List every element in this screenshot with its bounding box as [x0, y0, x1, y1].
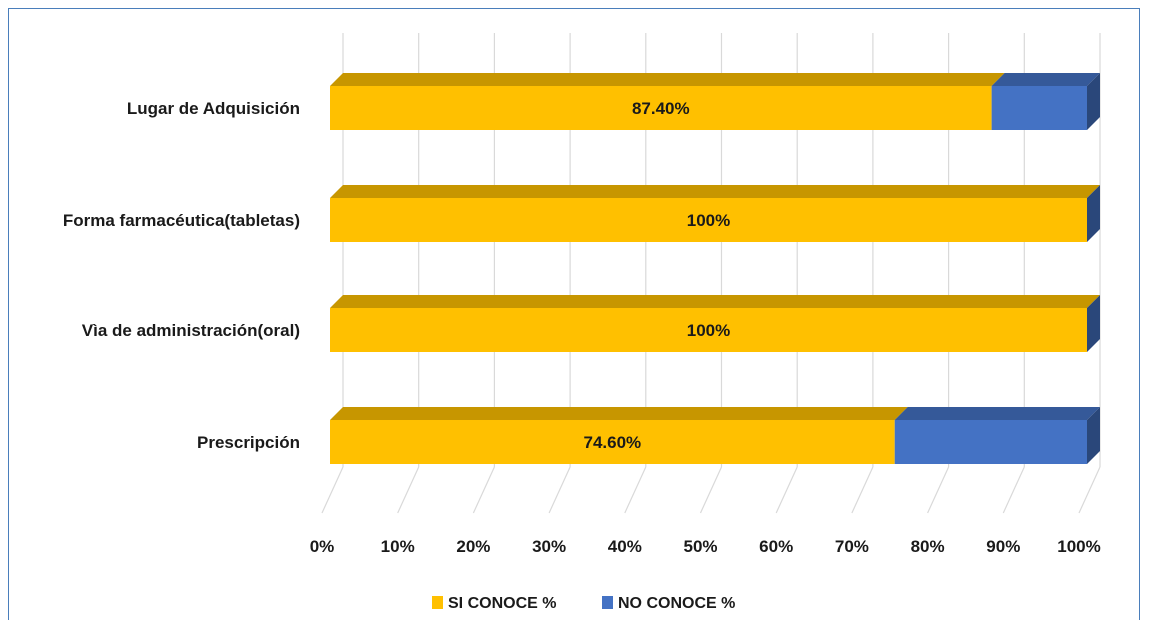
bar-top-face — [330, 407, 908, 420]
floor-line — [472, 466, 495, 514]
bar-top-face — [991, 73, 1100, 86]
x-tick-label: 70% — [835, 537, 869, 556]
bar-front-face — [330, 198, 1087, 242]
category-label: Prescripción — [197, 433, 300, 452]
data-label: 87.40% — [632, 99, 690, 118]
x-tick-label: 100% — [1057, 537, 1100, 556]
floor-line — [1002, 466, 1025, 514]
bar-no-conoce-lugar-de-adquisicion — [991, 73, 1100, 130]
legend-item-si-conoce: SI CONOCE % — [432, 595, 556, 612]
bar-side-face — [1087, 407, 1100, 464]
x-tick-label: 20% — [456, 537, 490, 556]
x-tick-label: 30% — [532, 537, 566, 556]
legend-item-no-conoce: NO CONOCE % — [602, 595, 735, 612]
bar-si-conoce-lugar-de-adquisicion — [330, 73, 1005, 130]
floor-line — [927, 466, 950, 514]
x-tick-label: 60% — [759, 537, 793, 556]
bar-front-face — [330, 86, 992, 130]
category-label: Forma farmacéutica(tabletas) — [63, 211, 300, 230]
bar-side-face — [1087, 73, 1100, 130]
labels: 0% 10% 20% 30% 40% 50% 60% 70% 80% 90% 100% 87.40% L… — [63, 99, 1101, 556]
x-tick-label: 40% — [608, 537, 642, 556]
bar-front-face — [894, 420, 1087, 464]
floor-line — [397, 466, 420, 514]
floor-line — [624, 466, 647, 514]
legend-swatch — [602, 596, 613, 609]
data-label: 100% — [687, 211, 730, 230]
legend-label: SI CONOCE % — [448, 595, 556, 612]
bar-top-face — [330, 185, 1100, 198]
bar-no-conoce-prescripcion — [894, 407, 1100, 464]
data-label: 74.60% — [584, 433, 642, 452]
legend-label: NO CONOCE % — [618, 595, 735, 612]
bar-front-face — [991, 86, 1087, 130]
floor-line — [775, 466, 798, 514]
floor-line — [548, 466, 571, 514]
bar-front-face — [330, 308, 1087, 352]
floor-line — [321, 466, 344, 514]
legend: SI CONOCE % NO CONOCE % — [432, 595, 735, 612]
bar-top-face — [330, 295, 1100, 308]
category-label: Lugar de Adquisición — [127, 99, 300, 118]
x-tick-label: 10% — [381, 537, 415, 556]
chart-frame — [8, 8, 1140, 620]
data-label: 100% — [687, 321, 730, 340]
bar-si-conoce-via-de-administracion-oral — [330, 295, 1100, 352]
category-label: Vìa de administración(oral) — [82, 321, 300, 340]
bars — [330, 73, 1100, 464]
bar-si-conoce-forma-farmaceutica-tabletas — [330, 185, 1100, 242]
bar-side-face — [1087, 185, 1100, 242]
legend-swatch — [432, 596, 443, 609]
x-tick-label: 0% — [310, 537, 335, 556]
bar-front-face — [330, 420, 895, 464]
floor-line — [1078, 466, 1101, 514]
bar-top-face — [330, 73, 1005, 86]
bar-top-face — [894, 407, 1100, 420]
x-tick-label: 90% — [986, 537, 1020, 556]
bar-si-conoce-prescripcion — [330, 407, 908, 464]
bar-side-face — [1087, 295, 1100, 352]
x-tick-label: 80% — [911, 537, 945, 556]
x-tick-label: 50% — [683, 537, 717, 556]
floor-line — [851, 466, 874, 514]
floor-line — [699, 466, 723, 514]
